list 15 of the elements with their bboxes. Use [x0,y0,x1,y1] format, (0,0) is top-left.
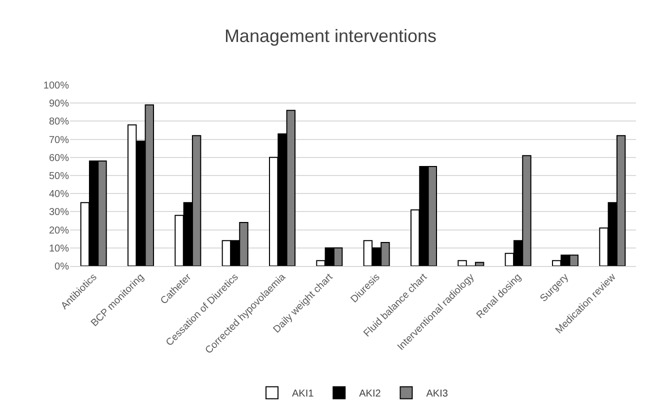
y-tick-label: 50% [48,171,70,182]
y-tick-label: 40% [48,189,70,200]
y-tick-label: 70% [48,134,70,146]
y-tick-label: 30% [48,207,70,218]
y-tick-label: 10% [48,243,70,254]
chart-title: Management interventions [224,26,437,46]
y-tick-label: 60% [48,152,70,164]
legend-label: AKI1 [292,388,314,400]
legend-label: AKI2 [359,388,382,400]
legend-label: AKI3 [426,388,448,400]
y-tick-label: 100% [43,80,70,92]
y-tick-label: 20% [48,225,70,236]
y-tick-label: 90% [48,98,70,110]
y-tick-label: 80% [48,116,70,128]
y-tick-label: 0% [54,262,70,272]
